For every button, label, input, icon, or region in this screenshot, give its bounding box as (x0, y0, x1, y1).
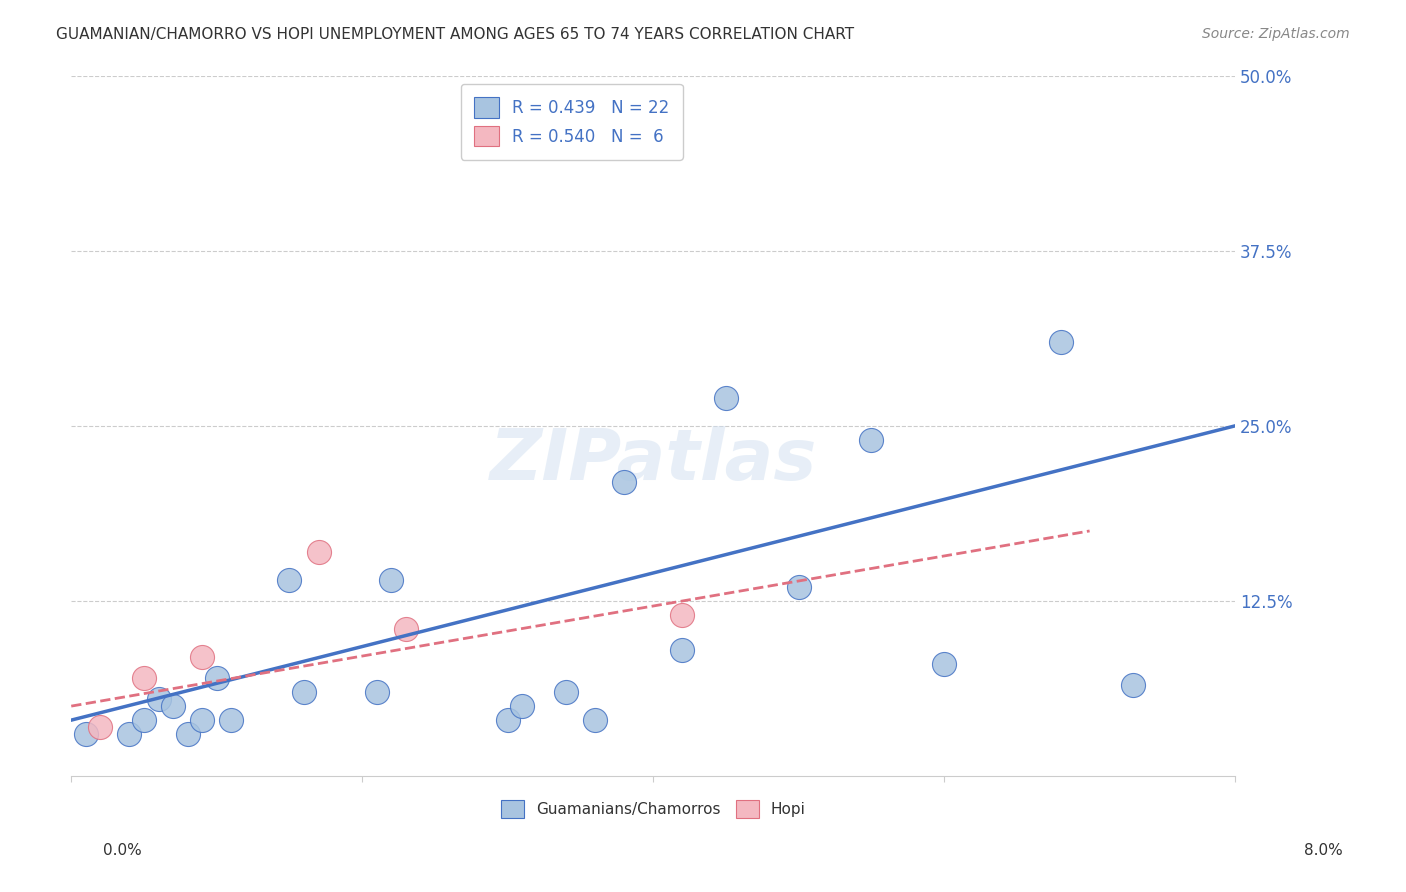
Guamanians/Chamorros (278, 573, 301, 587)
Text: ZIPatlas: ZIPatlas (489, 426, 817, 495)
Hopi (671, 607, 693, 622)
Guamanians/Chamorros (1049, 334, 1071, 349)
Guamanians/Chamorros (162, 699, 184, 714)
Hopi (89, 720, 111, 734)
Text: 0.0%: 0.0% (103, 843, 142, 858)
Guamanians/Chamorros (1122, 678, 1144, 692)
Legend: Guamanians/Chamorros, Hopi: Guamanians/Chamorros, Hopi (495, 794, 811, 824)
Guamanians/Chamorros (496, 713, 519, 727)
Guamanians/Chamorros (132, 713, 155, 727)
Hopi (395, 622, 418, 636)
Guamanians/Chamorros (613, 475, 636, 489)
Guamanians/Chamorros (75, 727, 97, 741)
Text: Source: ZipAtlas.com: Source: ZipAtlas.com (1202, 27, 1350, 41)
Text: GUAMANIAN/CHAMORRO VS HOPI UNEMPLOYMENT AMONG AGES 65 TO 74 YEARS CORRELATION CH: GUAMANIAN/CHAMORRO VS HOPI UNEMPLOYMENT … (56, 27, 855, 42)
Hopi (308, 545, 330, 559)
Guamanians/Chamorros (934, 657, 956, 671)
Guamanians/Chamorros (191, 713, 214, 727)
Hopi (191, 650, 214, 665)
Guamanians/Chamorros (380, 573, 402, 587)
Guamanians/Chamorros (583, 713, 606, 727)
Guamanians/Chamorros (366, 685, 388, 699)
Guamanians/Chamorros (148, 692, 170, 706)
Guamanians/Chamorros (219, 713, 242, 727)
Guamanians/Chamorros (554, 685, 576, 699)
Guamanians/Chamorros (787, 580, 810, 594)
Guamanians/Chamorros (860, 433, 883, 447)
Hopi (132, 671, 155, 685)
Guamanians/Chamorros (714, 391, 737, 405)
Guamanians/Chamorros (205, 671, 228, 685)
Guamanians/Chamorros (292, 685, 315, 699)
Text: 8.0%: 8.0% (1303, 843, 1343, 858)
Guamanians/Chamorros (671, 643, 693, 657)
Guamanians/Chamorros (176, 727, 198, 741)
Guamanians/Chamorros (510, 699, 533, 714)
Guamanians/Chamorros (118, 727, 141, 741)
